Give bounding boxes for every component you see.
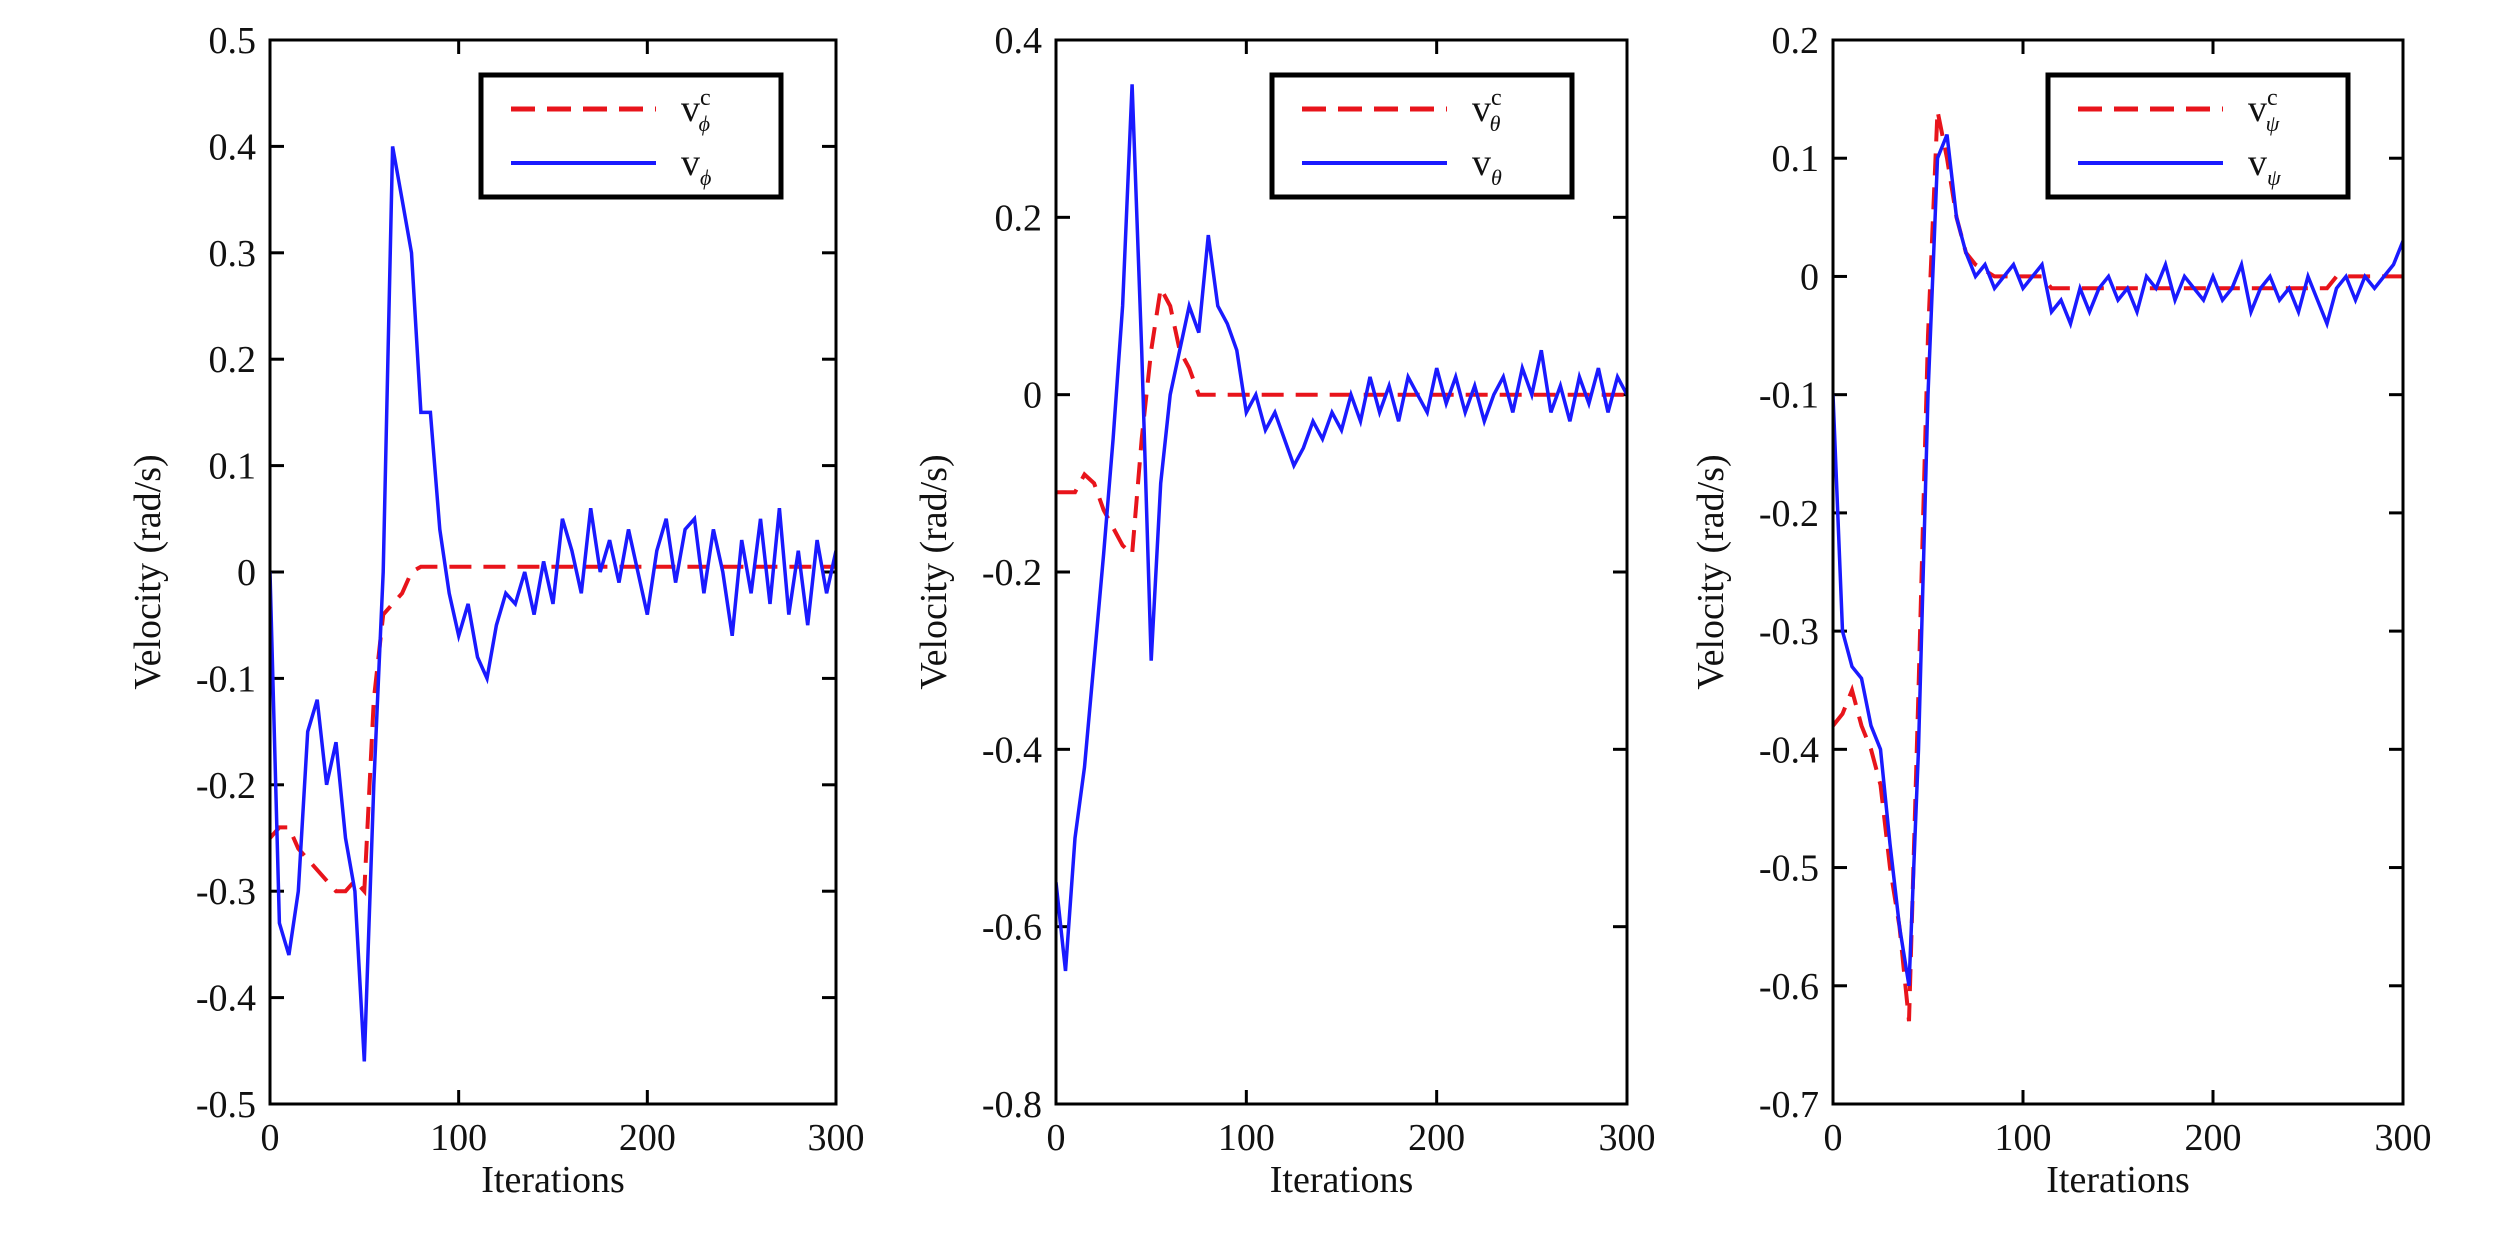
y-tick-label: -0.8 (982, 1084, 1042, 1126)
y-tick-label: 0.3 (209, 233, 257, 275)
legend-label: vθ (1472, 142, 1502, 190)
legend-sup: c (2267, 85, 2278, 111)
legend-sub: ϕ (699, 111, 710, 136)
y-tick-label: -0.2 (1759, 493, 1819, 535)
x-tick-label: 100 (1218, 1117, 1275, 1159)
y-tick-label: -0.5 (196, 1084, 256, 1126)
y-tick-label: -0.1 (196, 658, 256, 700)
legend-box (1269, 72, 1575, 200)
y-tick-label: 0.4 (209, 126, 257, 168)
y-tick-label: -0.3 (1759, 611, 1819, 653)
x-tick-label: 200 (2185, 1117, 2242, 1159)
x-tick-label: 300 (1599, 1117, 1656, 1159)
series-line (1833, 110, 2403, 1022)
y-tick-label: -0.4 (1759, 729, 1819, 771)
y-tick-label: 0.5 (209, 20, 257, 62)
x-tick-label: 100 (1995, 1117, 2052, 1159)
legend-box (2045, 72, 2351, 200)
x-tick-label: 300 (808, 1117, 865, 1159)
plot-frame (1831, 38, 2405, 1106)
x-axis-label: Iterations (1270, 1159, 1414, 1201)
legend-box (478, 72, 784, 200)
y-tick-label: -0.4 (982, 729, 1042, 771)
series-line (270, 564, 836, 897)
y-tick-label: -0.4 (196, 978, 256, 1020)
legend-sup: c (1491, 85, 1502, 111)
y-tick-label: -0.2 (982, 552, 1042, 594)
legend-name: v (681, 88, 700, 130)
legend-sub: ϕ (700, 165, 711, 190)
x-axis-label: Iterations (2046, 1159, 2190, 1201)
y-tick-label: -0.1 (1759, 375, 1819, 417)
legend-sub: θ (1490, 111, 1501, 136)
y-tick-label: -0.6 (1759, 966, 1819, 1008)
y-tick-label: 0.1 (1772, 138, 1820, 180)
y-tick-label: 0.2 (1772, 20, 1820, 62)
series-line (1056, 282, 1627, 559)
series-line (1056, 84, 1627, 972)
x-tick-label: 0 (1824, 1117, 1843, 1159)
legend-name: v (2248, 88, 2267, 130)
legend-name: v (2248, 142, 2267, 184)
y-axis-label: Velocity (rad/s) (127, 454, 169, 689)
legend-sup: c (700, 85, 711, 111)
y-tick-label: 0.4 (995, 20, 1043, 62)
y-tick-label: -0.3 (196, 871, 256, 913)
y-tick-label: -0.2 (196, 765, 256, 807)
y-axis-label: Velocity (rad/s) (913, 454, 955, 689)
y-tick-label: 0 (237, 552, 256, 594)
y-tick-label: -0.5 (1759, 848, 1819, 890)
y-tick-label: 0.2 (209, 339, 257, 381)
legend-name: v (681, 142, 700, 184)
legend-sub: θ (1491, 165, 1502, 190)
x-axis-label: Iterations (481, 1159, 625, 1201)
legend-name: v (1472, 142, 1491, 184)
y-tick-label: 0.1 (209, 446, 257, 488)
chart: -0.7 -0.6 -0.5 -0.4 -0.3 -0.2 -0.1 0 0.1 0.2 0 100 2… (1690, 20, 2432, 1201)
y-axis-label: Velocity (rad/s) (1690, 454, 1732, 689)
legend-label: vψ (2248, 142, 2281, 190)
legend-name: v (1472, 88, 1491, 130)
legend-label: vc θ (1472, 85, 1502, 136)
chart: -0.5 -0.4 -0.3 -0.2 -0.1 0 0.1 0.2 0.3 0.4 0.5 0 100… (127, 20, 865, 1201)
legend-sub: ψ (2267, 165, 2281, 190)
y-tick-label: -0.7 (1759, 1084, 1819, 1126)
legend-label: vϕ (681, 142, 711, 190)
y-tick-label: 0 (1800, 256, 1819, 298)
y-tick-label: 0 (1023, 375, 1042, 417)
plot-frame (268, 38, 838, 1106)
y-tick-label: 0.2 (995, 197, 1043, 239)
legend-label: vc ϕ (681, 85, 711, 136)
series-line (1833, 133, 2403, 987)
x-tick-label: 300 (2375, 1117, 2432, 1159)
x-tick-label: 0 (1047, 1117, 1066, 1159)
legend-sub: ψ (2266, 111, 2280, 136)
x-tick-label: 0 (261, 1117, 280, 1159)
plot-frame (1054, 38, 1629, 1106)
x-tick-label: 100 (430, 1117, 487, 1159)
x-tick-label: 200 (619, 1117, 676, 1159)
y-tick-label: -0.6 (982, 907, 1042, 949)
series-line (270, 146, 836, 1062)
x-tick-label: 200 (1408, 1117, 1465, 1159)
legend-label: vc ψ (2248, 85, 2280, 136)
chart: -0.8 -0.6 -0.4 -0.2 0 0.2 0.4 0 100 200 300 Iterati… (913, 20, 1656, 1201)
